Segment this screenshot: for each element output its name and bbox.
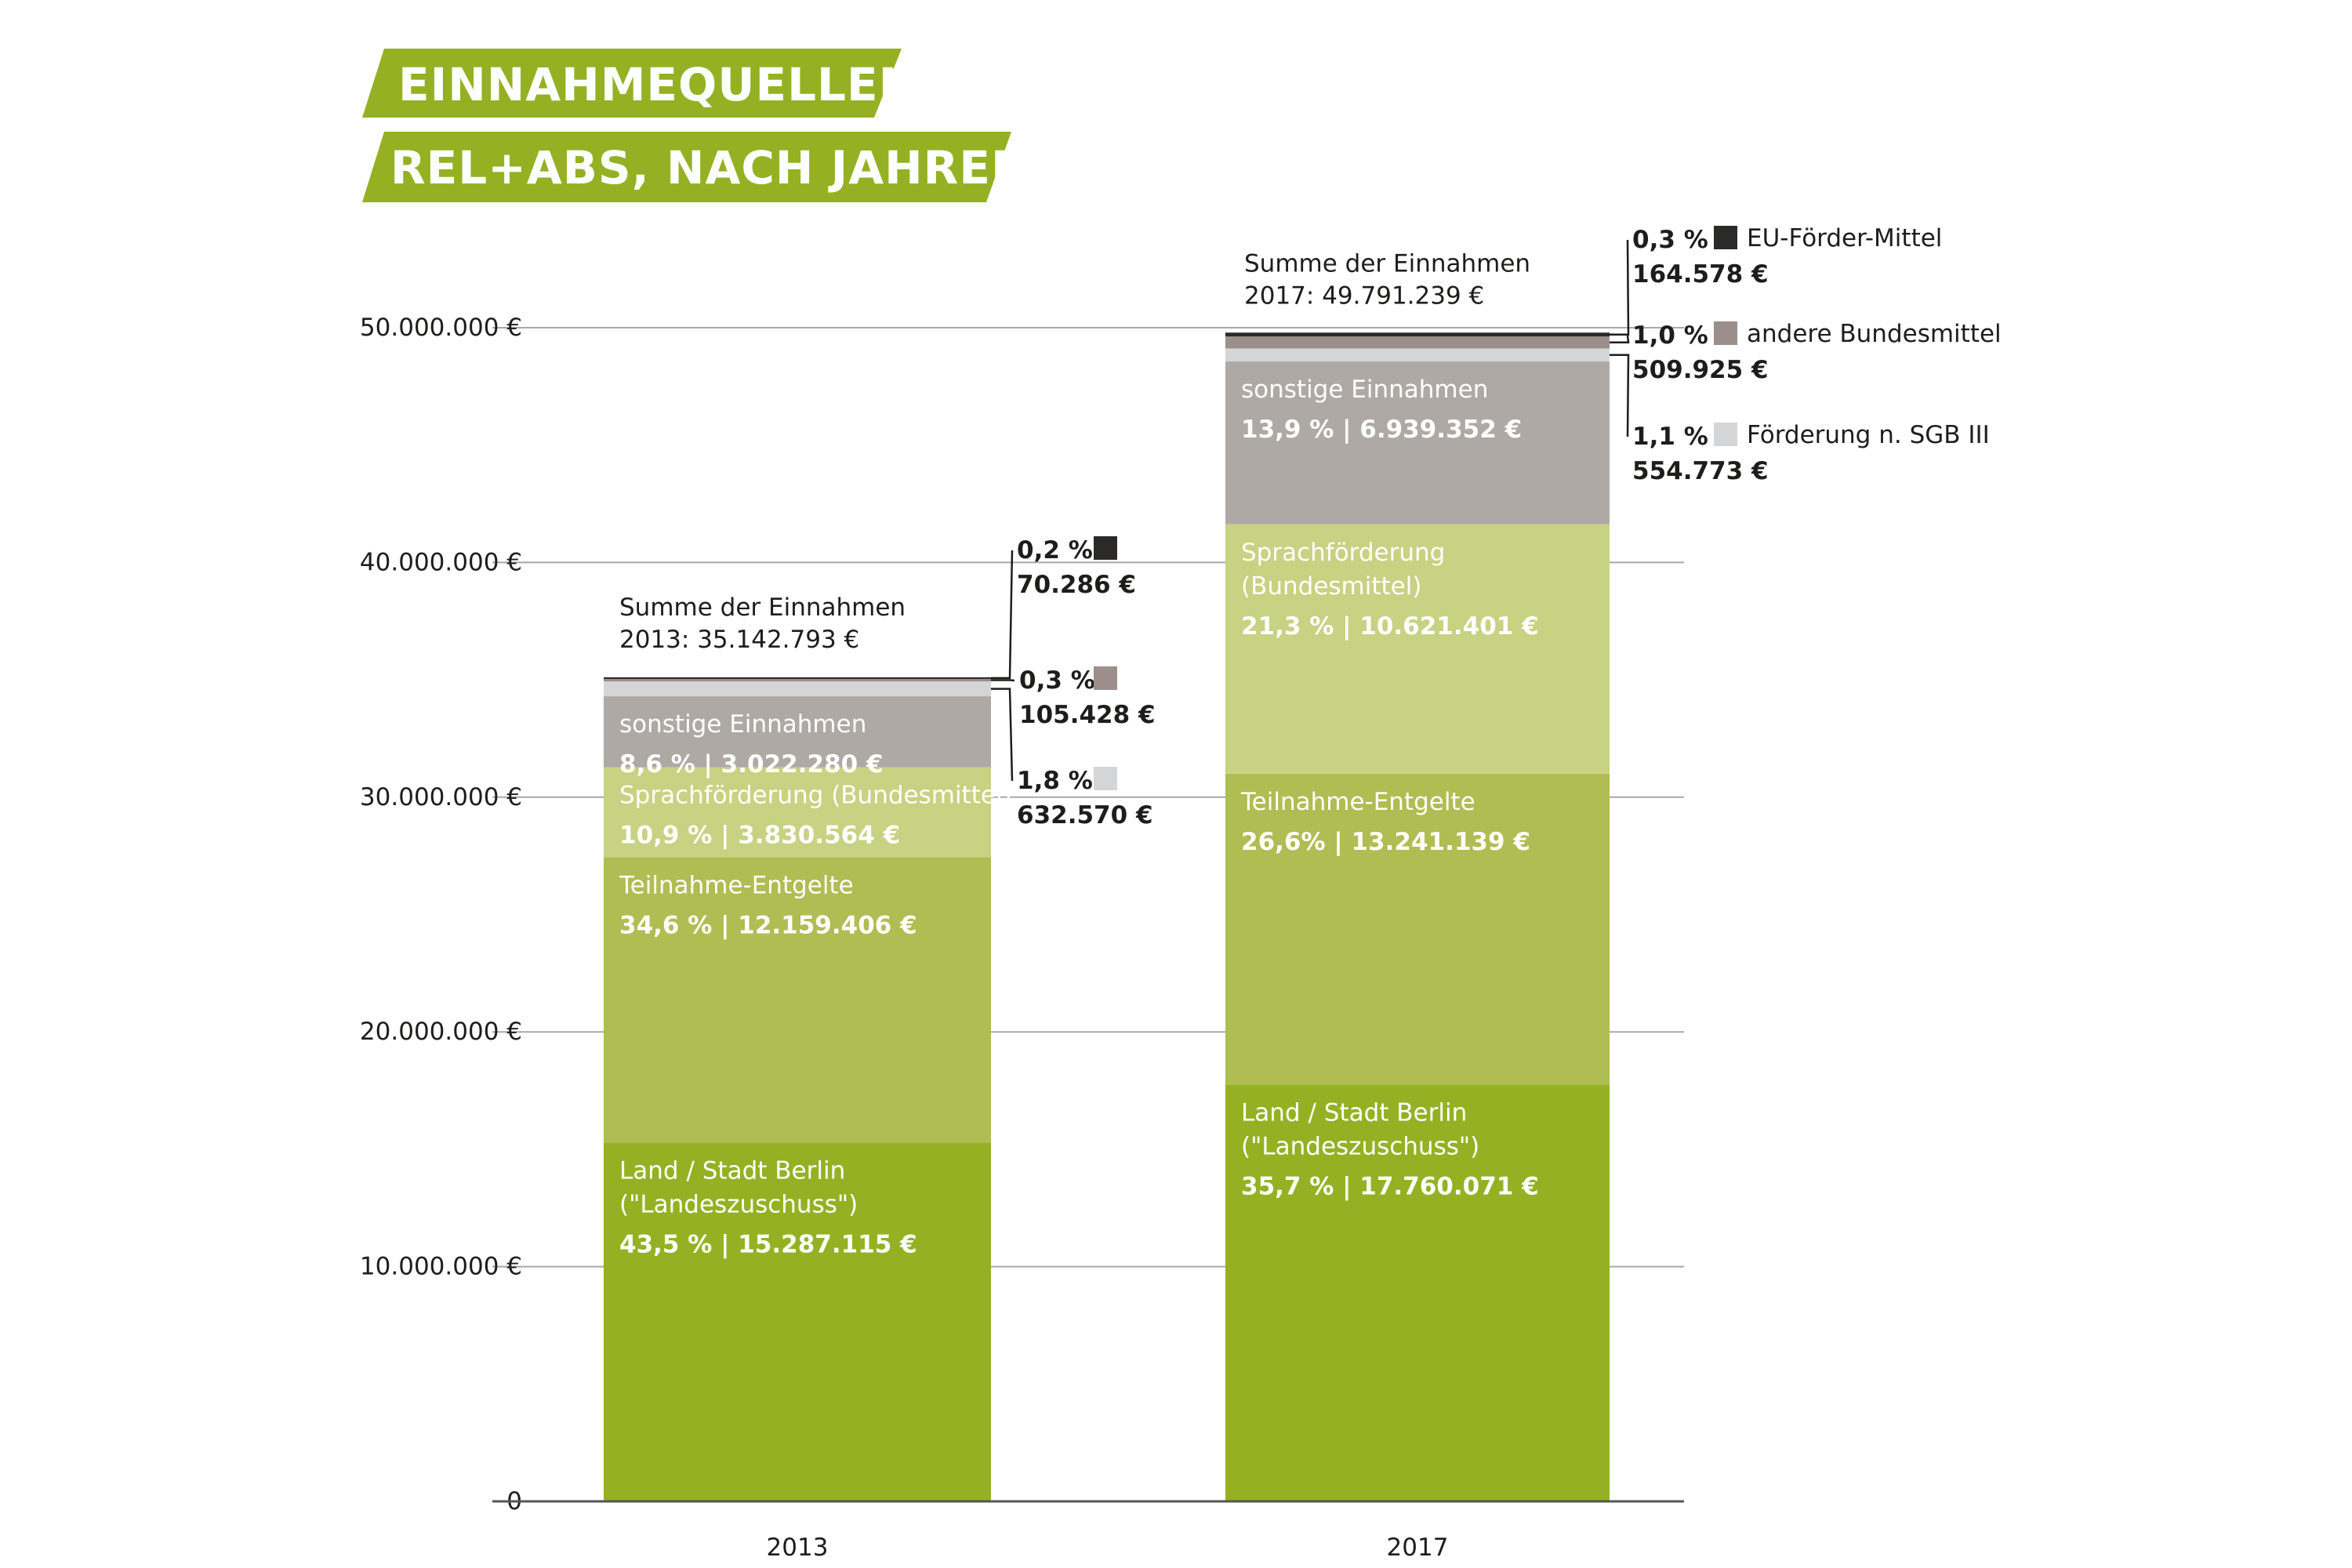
legend-label: andere Bundesmittel (1747, 320, 2002, 348)
legend-swatch (1714, 423, 1737, 446)
total-annotations: Summe der Einnahmen 2013: 35.142.793 € Sum… (619, 249, 1530, 654)
segment-label-sprachf-rderung: Sprachförderung (1241, 539, 1445, 567)
legend-label: EU-Förder-Mittel (1747, 224, 1942, 252)
x-tick-label: 2017 (1387, 1534, 1449, 1562)
bar-segment-andere-bundesmittel-2013 (604, 678, 991, 682)
callout-leader (991, 688, 1014, 782)
subtitle-banner (362, 132, 1011, 202)
y-tick-label: 40.000.000 € (360, 548, 522, 576)
segment-value-sprachf-rderung: 10,9 % | 3.830.564 € (619, 822, 900, 850)
bar-segment-sprachf-rderung-2013 (604, 767, 991, 858)
callout-leader (991, 550, 1014, 680)
callout-amount: 632.570 € (1017, 801, 1153, 829)
total-value: 2017: 49.791.239 € (1244, 281, 1484, 310)
segment-label-sonstige-einnahmen: sonstige Einnahmen (1241, 376, 1488, 404)
bar-segment-sonstige-einnahmen-2013 (604, 696, 991, 768)
bar-segment-sonstige-einnahmen-2017 (1225, 361, 1610, 524)
y-tick-label: 50.000.000 € (360, 314, 522, 342)
segment-label-land-stadt-berlin: Land / Stadt Berlin (1241, 1098, 1467, 1127)
callout-amount: 554.773 € (1632, 457, 1769, 485)
segment-labels: Land / Stadt Berlin ("Landeszuschuss") 43,… (619, 376, 1539, 1258)
segment-label-land-stadt-berlin: ("Landeszuschuss") (1241, 1132, 1479, 1160)
legend-swatch (1094, 666, 1117, 690)
legend-label: Förderung n. SGB III (1747, 421, 1990, 449)
chart-header: EINNAHMEQUELLEN REL+ABS, NACH JAHREN (362, 49, 1030, 202)
y-axis: 010.000.000 €20.000.000 €30.000.000 €40.… (360, 314, 522, 1515)
callout-leader (1610, 335, 1630, 344)
chart-title: EINNAHMEQUELLEN (398, 58, 917, 111)
chart-subtitle: REL+ABS, NACH JAHREN (390, 141, 1030, 194)
segment-label-sonstige-einnahmen: sonstige Einnahmen (619, 710, 866, 739)
callout-percent: 1,0 % (1632, 321, 1708, 350)
bar-segment-andere-bundesmittel-2017 (1225, 336, 1610, 349)
callout-amount: 70.286 € (1017, 571, 1136, 599)
small-segment-callouts: 1,8 % 632.570 € 1,1 % 554.773 € Förderung n.… (991, 224, 2002, 829)
callout-amount: 105.428 € (1019, 701, 1156, 729)
total-value: 2013: 35.142.793 € (619, 626, 859, 654)
y-tick-label: 10.000.000 € (360, 1253, 522, 1281)
stacked-bars (604, 332, 1610, 1501)
callout-percent: 0,3 % (1019, 666, 1095, 695)
callout-leader (1610, 354, 1630, 437)
segment-value-teilnahme-entgelte: 26,6% | 13.241.139 € (1241, 828, 1530, 856)
segment-label-land-stadt-berlin: ("Landeszuschuss") (619, 1190, 858, 1218)
legend-swatch (1094, 536, 1117, 560)
bar-segment-teilnahme-entgelte-2017 (1225, 773, 1610, 1085)
bar-segment-land-stadt-berlin-2013 (604, 1142, 991, 1501)
segment-value-land-stadt-berlin: 35,7 % | 17.760.071 € (1241, 1172, 1539, 1200)
bar-segment-eu-f-rder-mittel-2013 (604, 677, 991, 679)
x-tick-label: 2013 (767, 1534, 829, 1562)
segment-label-teilnahme-entgelte: Teilnahme-Entgelte (619, 871, 854, 899)
callout-amount: 509.925 € (1632, 356, 1769, 384)
segment-label-land-stadt-berlin: Land / Stadt Berlin (619, 1156, 845, 1185)
callout-percent: 0,3 % (1632, 226, 1708, 254)
callout-percent: 1,8 % (1017, 767, 1093, 795)
y-tick-label: 30.000.000 € (360, 783, 522, 811)
segment-value-sonstige-einnahmen: 8,6 % | 3.022.280 € (619, 750, 884, 779)
callout-percent: 1,1 % (1632, 423, 1708, 451)
legend-swatch (1094, 767, 1117, 790)
segment-label-sprachf-rderung: (Bundesmittel) (1241, 572, 1421, 601)
callout-amount: 164.578 € (1632, 260, 1769, 289)
segment-value-teilnahme-entgelte: 34,6 % | 12.159.406 € (619, 911, 917, 939)
bar-segment-teilnahme-entgelte-2013 (604, 857, 991, 1143)
x-axis: 2013 2017 (492, 1500, 1684, 1562)
title-banner (362, 49, 902, 118)
callout-percent: 0,2 % (1017, 536, 1093, 564)
legend-swatch (1714, 226, 1737, 249)
total-label: Summe der Einnahmen (1244, 249, 1530, 278)
bar-segment-eu-f-rder-mittel-2017 (1225, 332, 1610, 337)
total-label: Summe der Einnahmen (619, 593, 906, 622)
segment-label-sprachf-rderung: Sprachförderung (Bundesmittel) (619, 782, 1012, 810)
bar-segment-land-stadt-berlin-2017 (1225, 1084, 1610, 1501)
segment-value-land-stadt-berlin: 43,5 % | 15.287.115 € (619, 1230, 917, 1258)
callout-leader (1610, 239, 1630, 336)
segment-value-sprachf-rderung: 21,3 % | 10.621.401 € (1241, 612, 1539, 641)
bar-segment-f-rderung-n-sgb-iii-2013 (604, 681, 991, 697)
legend-swatch (1714, 321, 1737, 345)
segment-label-teilnahme-entgelte: Teilnahme-Entgelte (1240, 788, 1475, 816)
y-tick-label: 20.000.000 € (360, 1018, 522, 1046)
bar-segment-f-rderung-n-sgb-iii-2017 (1225, 348, 1610, 362)
segment-value-sonstige-einnahmen: 13,9 % | 6.939.352 € (1241, 416, 1522, 444)
bar-segment-sprachf-rderung-2017 (1225, 524, 1610, 774)
